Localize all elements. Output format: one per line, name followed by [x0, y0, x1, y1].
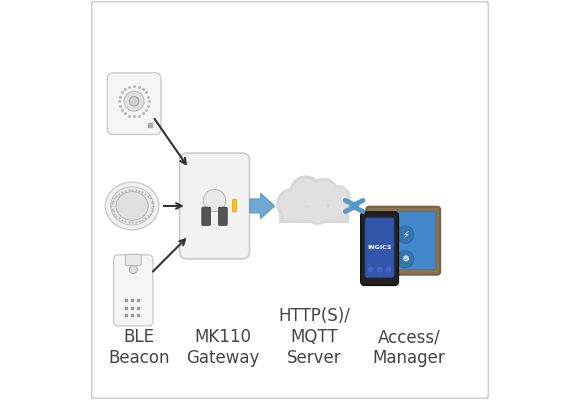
FancyBboxPatch shape [180, 153, 249, 259]
Circle shape [327, 188, 348, 208]
Text: BLE
Beacon: BLE Beacon [108, 328, 170, 367]
Circle shape [292, 179, 319, 206]
Circle shape [307, 202, 328, 222]
Ellipse shape [106, 182, 159, 230]
Bar [279, 207, 349, 223]
Circle shape [289, 175, 322, 209]
Circle shape [372, 226, 390, 243]
Circle shape [327, 199, 349, 221]
FancyArrowPatch shape [345, 200, 363, 212]
Circle shape [311, 181, 336, 205]
FancyBboxPatch shape [92, 1, 488, 399]
Text: ⚡: ⚡ [402, 230, 409, 240]
Circle shape [276, 188, 308, 220]
Circle shape [376, 266, 383, 273]
Circle shape [283, 203, 301, 221]
Text: MK110
Gateway: MK110 Gateway [186, 328, 259, 367]
Text: ✈: ✈ [378, 230, 386, 240]
Ellipse shape [116, 192, 148, 220]
Circle shape [397, 226, 414, 243]
Circle shape [325, 185, 351, 211]
Circle shape [329, 201, 347, 219]
Circle shape [385, 266, 392, 273]
FancyBboxPatch shape [125, 254, 142, 266]
Circle shape [129, 96, 139, 106]
Text: INGICS: INGICS [367, 245, 392, 250]
Circle shape [129, 266, 137, 274]
FancyArrowPatch shape [250, 194, 274, 218]
Circle shape [368, 266, 374, 273]
FancyBboxPatch shape [219, 207, 227, 226]
Circle shape [124, 91, 144, 111]
Bar [284, 208, 346, 220]
Circle shape [309, 178, 339, 208]
FancyBboxPatch shape [361, 212, 398, 286]
Circle shape [280, 191, 304, 217]
Circle shape [397, 250, 414, 268]
FancyBboxPatch shape [202, 207, 211, 226]
FancyBboxPatch shape [366, 207, 440, 275]
Ellipse shape [111, 187, 154, 225]
Circle shape [372, 250, 390, 268]
FancyBboxPatch shape [365, 218, 394, 278]
Text: ❅: ❅ [401, 254, 409, 264]
FancyBboxPatch shape [107, 73, 161, 134]
Bar [233, 199, 236, 210]
FancyBboxPatch shape [371, 212, 436, 270]
Text: HTTP(S)/
MQTT
Server: HTTP(S)/ MQTT Server [278, 307, 350, 367]
Circle shape [281, 201, 303, 223]
FancyBboxPatch shape [114, 255, 153, 326]
Text: Access/
Manager: Access/ Manager [373, 328, 445, 367]
Text: ★: ★ [377, 254, 386, 264]
Circle shape [304, 199, 331, 225]
Circle shape [204, 189, 226, 212]
